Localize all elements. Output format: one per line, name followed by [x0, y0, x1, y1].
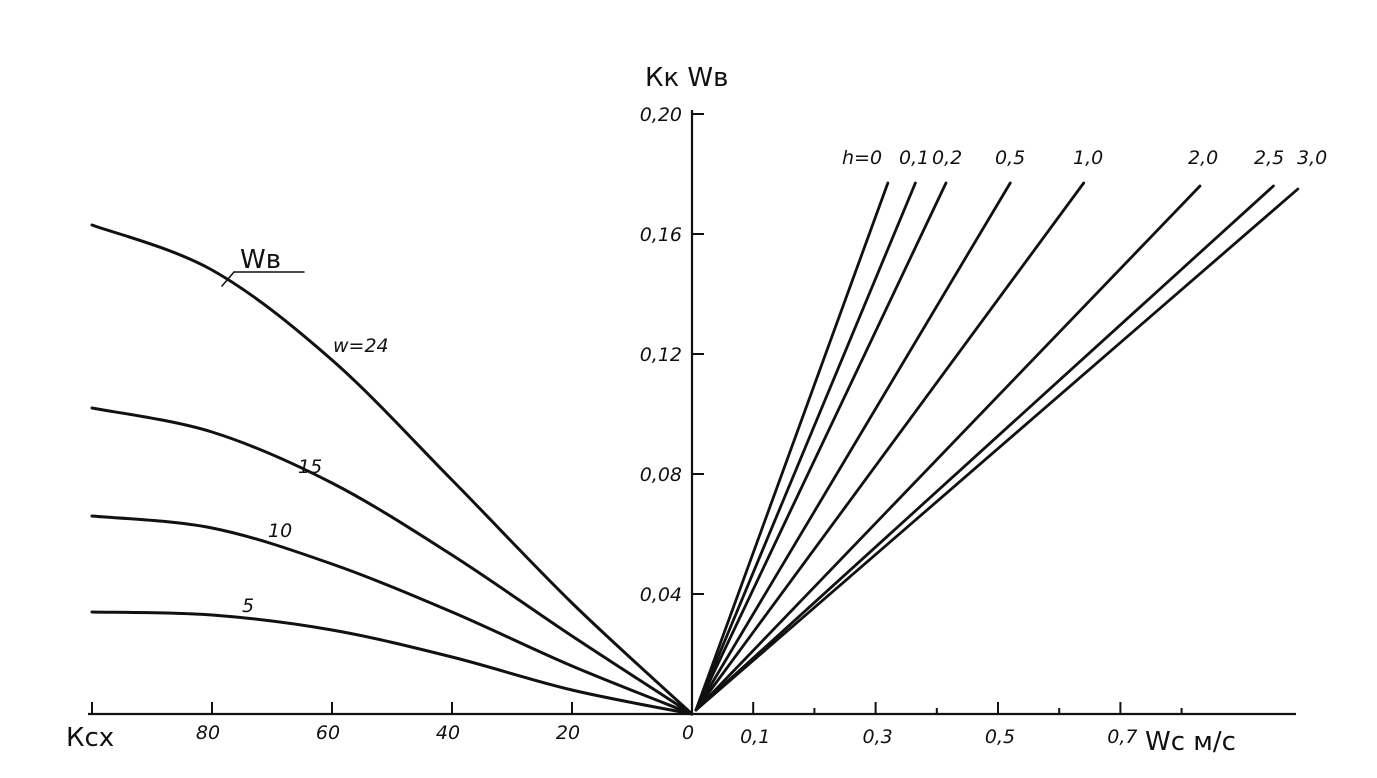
left-series-line	[90, 514, 694, 716]
right-series-label: 3,0	[1297, 147, 1327, 169]
right-series-line	[694, 181, 890, 712]
left-x-tick-label: 20	[556, 722, 580, 744]
right-series-line	[694, 181, 917, 712]
left-series-line	[90, 610, 694, 716]
right-series-label: 0,1	[899, 147, 929, 169]
y-tick-label: 0,04	[640, 584, 682, 606]
right-series-line	[694, 181, 1086, 712]
left-series-line	[90, 406, 694, 716]
y-tick-label: 0,08	[640, 464, 682, 486]
y-tick-label: 0,16	[640, 224, 682, 246]
right-series-line	[694, 187, 1300, 712]
left-series-line	[90, 223, 694, 716]
right-series-line	[694, 181, 948, 712]
right-series-label: h=0	[842, 147, 882, 169]
left-series-label: 5	[242, 595, 254, 617]
right-x-axis-title: Wс м/с	[1145, 727, 1236, 757]
y-tick-label: 0,20	[640, 104, 682, 126]
left-x-tick-label: 80	[196, 722, 220, 744]
left-x-tick-label: 0	[682, 722, 694, 744]
right-series-label: 0,2	[932, 147, 962, 169]
left-series-label: 10	[268, 520, 292, 542]
right-series-label: 2,0	[1188, 147, 1218, 169]
right-x-tick-label: 0,3	[862, 726, 892, 748]
left-x-tick-label: 60	[316, 722, 340, 744]
right-x-tick-label: 0,5	[985, 726, 1015, 748]
left-x-tick-label: 40	[436, 722, 460, 744]
y-tick-label: 0,12	[640, 344, 682, 366]
left-series-label: w=24	[333, 335, 389, 357]
right-series-line	[694, 181, 1012, 712]
right-series-line	[694, 184, 1202, 712]
curve-group-label: Wв	[240, 245, 281, 275]
left-series-label: 15	[298, 456, 322, 478]
right-series-label: 1,0	[1073, 147, 1103, 169]
axes	[88, 110, 1296, 716]
right-series-label: 2,5	[1254, 147, 1284, 169]
curve-group-label-leader	[221, 271, 235, 287]
right-series-line	[694, 184, 1275, 712]
right-series-label: 0,5	[995, 147, 1025, 169]
right-x-tick-label: 0,1	[740, 726, 770, 748]
y-axis-title: Кк Wв	[645, 63, 728, 93]
right-x-tick-label: 0,7	[1107, 726, 1137, 748]
left-x-axis-title: Ксх	[66, 723, 114, 753]
